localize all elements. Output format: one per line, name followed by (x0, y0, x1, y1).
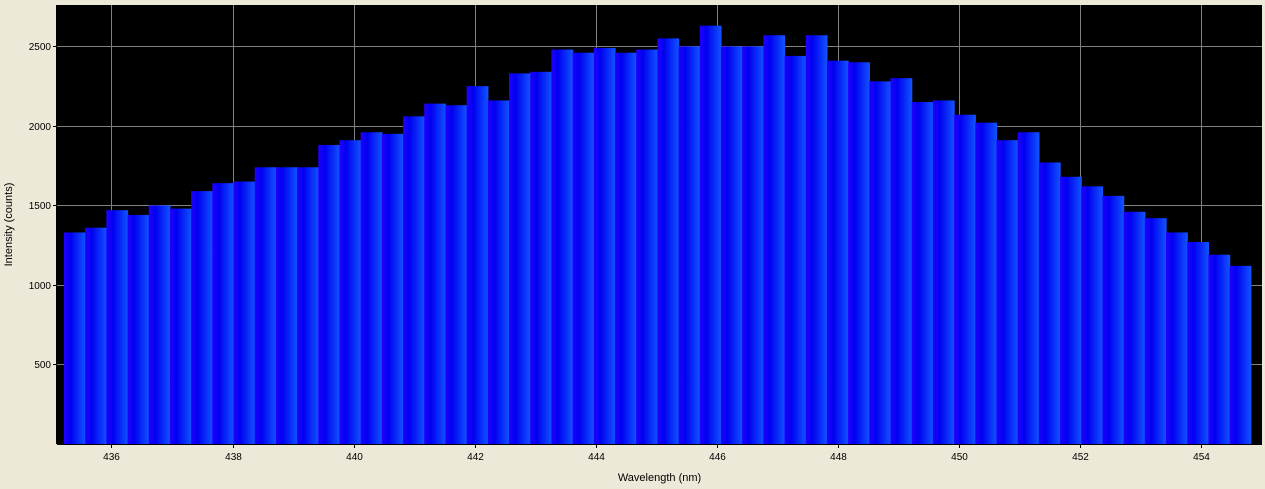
histogram-bar (424, 103, 447, 445)
x-tick-label: 442 (467, 452, 484, 463)
histogram-bar (742, 46, 764, 444)
histogram-bar (191, 191, 213, 444)
histogram-bar (996, 140, 1019, 444)
y-tick-label: 1000 (29, 281, 52, 292)
histogram-bar (848, 62, 870, 445)
histogram-bar (466, 86, 489, 444)
histogram-bar (678, 46, 701, 444)
y-tick-label: 1500 (29, 201, 52, 212)
y-tick-label: 2000 (29, 122, 52, 133)
histogram-bar (551, 49, 574, 445)
x-tick-label: 448 (830, 452, 847, 463)
histogram-bars (63, 25, 1252, 445)
histogram-bar (509, 73, 531, 444)
histogram-bar (572, 52, 595, 444)
histogram-bar (1017, 132, 1040, 444)
histogram-bar (954, 114, 976, 444)
histogram-bar (1144, 218, 1167, 444)
histogram-bar (339, 140, 362, 444)
histogram-bar (1187, 241, 1210, 444)
histogram-bar (1102, 195, 1125, 444)
x-tick-label: 440 (346, 452, 363, 463)
histogram-bar (720, 46, 743, 444)
histogram-bar (254, 167, 277, 444)
histogram-bar (445, 105, 468, 445)
histogram-bar (212, 183, 235, 444)
x-axis: 436 438 440 442 444 446 448 450 452 454 (57, 444, 1262, 463)
x-tick-label: 446 (709, 452, 726, 463)
histogram-bar (233, 181, 256, 444)
histogram-bar (805, 35, 828, 445)
histogram-bar (1208, 254, 1231, 444)
histogram-bar (297, 167, 319, 444)
histogram-bar (699, 25, 722, 444)
x-axis-title: Wavelength (nm) (618, 472, 701, 484)
y-axis-title: Intensity (counts) (3, 183, 15, 267)
histogram-bar (85, 227, 107, 444)
histogram-bar (763, 35, 786, 445)
histogram-bar (106, 210, 129, 444)
histogram-bar (1060, 176, 1082, 445)
histogram-bar (890, 78, 913, 445)
histogram-bar (1166, 232, 1188, 444)
x-tick-label: 444 (588, 452, 605, 463)
histogram-bar (63, 232, 86, 444)
y-axis: 500 1000 1500 2000 2500 (29, 5, 57, 444)
histogram-bar (593, 47, 616, 445)
x-tick-label: 450 (951, 452, 968, 463)
x-tick-label: 454 (1193, 452, 1210, 463)
histogram-bar (975, 122, 998, 445)
histogram-bar (911, 102, 934, 444)
histogram-bar (530, 71, 553, 444)
histogram-bar (381, 133, 404, 444)
histogram-bar (403, 116, 425, 444)
histogram-bar (360, 132, 383, 444)
histogram-bar (1229, 265, 1252, 444)
x-tick-label: 436 (103, 452, 120, 463)
histogram-bar (275, 167, 298, 444)
y-tick-label: 2500 (29, 42, 52, 53)
histogram-bar (127, 214, 150, 444)
histogram-bar (614, 52, 637, 444)
histogram-bar (1038, 162, 1061, 444)
histogram-bar (1081, 186, 1104, 444)
histogram-bar (636, 49, 658, 445)
y-tick-label: 500 (34, 360, 51, 371)
x-tick-label: 452 (1072, 452, 1089, 463)
x-tick-label: 438 (225, 452, 242, 463)
histogram-bar (1123, 211, 1146, 444)
histogram-bar (869, 81, 892, 444)
histogram-bar (826, 60, 849, 444)
histogram-bar (657, 38, 680, 445)
histogram-bar (487, 100, 510, 444)
histogram-bar (169, 208, 192, 444)
histogram-bar (148, 205, 171, 444)
histogram-bar (932, 100, 955, 444)
histogram-bar (784, 55, 807, 444)
histogram-bar (318, 144, 341, 444)
